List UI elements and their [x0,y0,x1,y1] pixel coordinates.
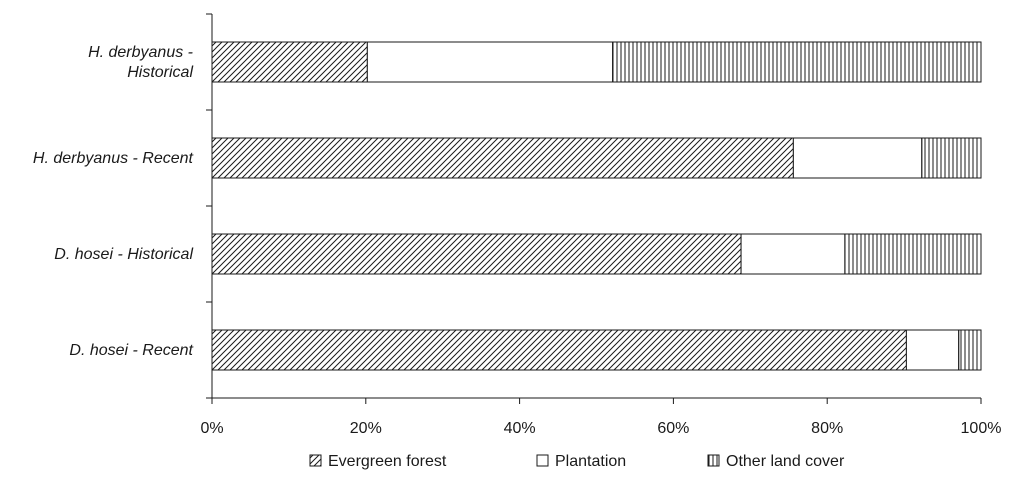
bar-other-land-cover [921,137,982,179]
bar-plantation [366,41,614,83]
x-tick-label: 60% [657,420,689,437]
x-tick-label: 80% [811,420,843,437]
bar-plantation [905,329,960,371]
legend-label-other-land-cover: Other land cover [726,453,845,470]
bar-evergreen-forest [211,233,742,275]
legend-swatch-evergreen-forest [309,454,322,467]
x-tick-label: 0% [200,420,223,437]
bar-other-land-cover [844,233,982,275]
legend: Evergreen forest Plantation Other land cov… [309,453,845,470]
bar-evergreen-forest [211,137,794,179]
bar-other-land-cover [612,41,982,83]
category-label: H. derbyanus - Recent [33,150,194,167]
bar-plantation [792,137,923,179]
bar-plantation [740,233,846,275]
bar-other-land-cover [958,329,982,371]
legend-label-evergreen-forest: Evergreen forest [328,453,447,470]
legend-label-plantation: Plantation [555,453,626,470]
bar-evergreen-forest [211,329,907,371]
category-label: H. derbyanus - [88,44,193,61]
labels: 0% 20% 40% 60% 80% 100% H. derbyanus - Historic… [33,44,1002,437]
x-tick-label: 20% [350,420,382,437]
bar-evergreen-forest [211,41,368,83]
category-label: Historical [127,64,193,81]
legend-swatch-plantation [536,454,549,467]
x-tick-label: 100% [961,420,1002,437]
bars [211,41,982,371]
category-label: D. hosei - Recent [69,342,193,359]
x-tick-label: 40% [504,420,536,437]
legend-swatch-other-land-cover [707,454,720,467]
category-label: D. hosei - Historical [54,246,193,263]
